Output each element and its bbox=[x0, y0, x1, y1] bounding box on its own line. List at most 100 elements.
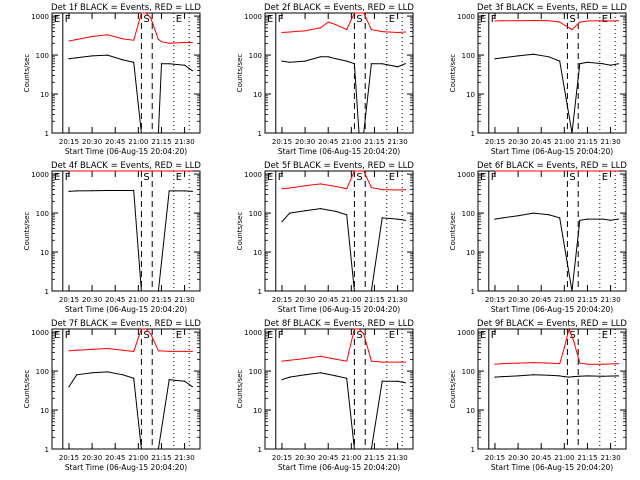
data-point-events bbox=[502, 57, 504, 59]
x-tick-label: 20:15 bbox=[485, 138, 505, 146]
data-point-lld bbox=[289, 359, 291, 361]
data-point-lld bbox=[122, 349, 124, 351]
data-point-lld bbox=[370, 187, 372, 189]
x-tick-label: 21:15 bbox=[364, 138, 384, 146]
data-point-lld bbox=[602, 363, 604, 365]
data-point-events bbox=[404, 219, 406, 221]
x-tick-label: 20:45 bbox=[105, 296, 125, 304]
y-tick-label: 1000 bbox=[244, 13, 262, 21]
y-tick-label: 100 bbox=[36, 368, 49, 376]
data-point-events bbox=[281, 379, 283, 381]
marker-label: E bbox=[389, 14, 395, 25]
y-tick-label: 1 bbox=[258, 446, 262, 454]
series-line-lld bbox=[494, 327, 619, 365]
marker-label: E bbox=[602, 172, 608, 183]
x-tick-label: 21:00 bbox=[554, 296, 574, 304]
y-axis-label: Counts/sec bbox=[449, 212, 457, 251]
data-point-lld bbox=[133, 39, 135, 41]
x-tick-label: 21:15 bbox=[577, 138, 597, 146]
panel-title: Det 3f BLACK = Events, RED = LLD bbox=[477, 3, 627, 13]
data-point-events bbox=[133, 61, 135, 63]
data-point-lld bbox=[494, 170, 496, 172]
data-point-lld bbox=[319, 27, 322, 29]
x-tick-label: 21:00 bbox=[341, 296, 361, 304]
data-point-events bbox=[610, 64, 612, 66]
marker-label: E bbox=[480, 14, 486, 25]
x-tick-label: 20:45 bbox=[531, 296, 551, 304]
data-point-events bbox=[404, 63, 406, 65]
y-tick-label: 10 bbox=[253, 249, 262, 257]
data-point-events bbox=[353, 448, 355, 450]
y-tick-label: 1 bbox=[45, 130, 49, 138]
y-tick-label: 1 bbox=[258, 130, 262, 138]
data-point-events bbox=[602, 63, 604, 65]
x-tick-label: 20:45 bbox=[105, 454, 125, 462]
data-point-lld bbox=[319, 183, 322, 185]
y-tick-label: 100 bbox=[462, 210, 475, 218]
data-point-events bbox=[494, 58, 496, 60]
data-point-lld bbox=[191, 170, 193, 172]
data-point-events bbox=[353, 63, 355, 65]
data-point-events bbox=[91, 190, 93, 192]
data-point-lld bbox=[571, 29, 573, 31]
series-line-lld bbox=[68, 12, 193, 44]
data-point-events bbox=[191, 70, 193, 72]
x-axis-label: Start Time (06-Aug-15 20:04:20) bbox=[491, 305, 613, 314]
marker-label: E bbox=[389, 172, 395, 183]
data-point-events bbox=[106, 371, 109, 373]
data-point-events bbox=[191, 190, 193, 192]
x-tick-label: 20:30 bbox=[508, 454, 528, 462]
y-tick-label: 100 bbox=[249, 210, 262, 218]
data-point-lld bbox=[346, 360, 348, 362]
data-point-events bbox=[68, 386, 70, 388]
data-point-events bbox=[281, 60, 283, 62]
y-tick-label: 10 bbox=[253, 407, 262, 415]
data-point-lld bbox=[494, 20, 496, 22]
data-point-events bbox=[133, 189, 135, 192]
data-point-events bbox=[157, 290, 159, 292]
data-point-events bbox=[363, 132, 365, 134]
data-point-events bbox=[397, 66, 399, 68]
y-tick-label: 1 bbox=[45, 288, 49, 296]
data-point-events bbox=[617, 63, 619, 65]
x-tick-label: 21:30 bbox=[174, 296, 194, 304]
data-point-lld bbox=[150, 333, 152, 335]
y-tick-label: 1 bbox=[471, 130, 475, 138]
data-point-lld bbox=[586, 20, 589, 22]
data-point-events bbox=[150, 132, 152, 134]
data-point-events bbox=[602, 375, 604, 377]
y-tick-label: 100 bbox=[249, 52, 262, 60]
marker-label: E bbox=[54, 14, 60, 25]
x-tick-label: 20:15 bbox=[272, 296, 292, 304]
x-tick-label: 20:30 bbox=[82, 454, 102, 462]
data-point-lld bbox=[617, 170, 619, 172]
x-tick-label: 21:00 bbox=[128, 454, 148, 462]
data-point-lld bbox=[68, 350, 70, 352]
y-axis-label: Counts/sec bbox=[23, 54, 31, 93]
marker-label: S bbox=[569, 172, 575, 183]
data-point-lld bbox=[586, 170, 589, 172]
x-tick-label: 21:15 bbox=[364, 454, 384, 462]
data-point-lld bbox=[145, 12, 147, 14]
data-point-lld bbox=[133, 350, 135, 352]
data-point-lld bbox=[184, 170, 186, 172]
data-point-lld bbox=[617, 363, 619, 365]
data-point-events bbox=[610, 219, 612, 221]
x-tick-label: 21:30 bbox=[600, 296, 620, 304]
data-point-events bbox=[563, 376, 565, 378]
marker-label: E bbox=[54, 330, 60, 341]
data-point-lld bbox=[532, 170, 535, 172]
data-point-events bbox=[404, 382, 406, 384]
data-point-events bbox=[91, 372, 93, 374]
data-point-events bbox=[370, 448, 372, 450]
x-tick-label: 21:15 bbox=[577, 454, 597, 462]
marker-label: F bbox=[65, 172, 71, 183]
data-point-events bbox=[145, 290, 147, 292]
y-axis-label: Counts/sec bbox=[236, 54, 244, 93]
data-point-lld bbox=[289, 31, 291, 33]
data-point-lld bbox=[281, 188, 283, 190]
y-tick-label: 1000 bbox=[457, 329, 475, 337]
panel-det-1: Det 1f BLACK = Events, RED = LLD 1 10 100 10… bbox=[23, 3, 201, 156]
y-axis-label: Counts/sec bbox=[449, 370, 457, 409]
data-point-lld bbox=[548, 362, 550, 364]
